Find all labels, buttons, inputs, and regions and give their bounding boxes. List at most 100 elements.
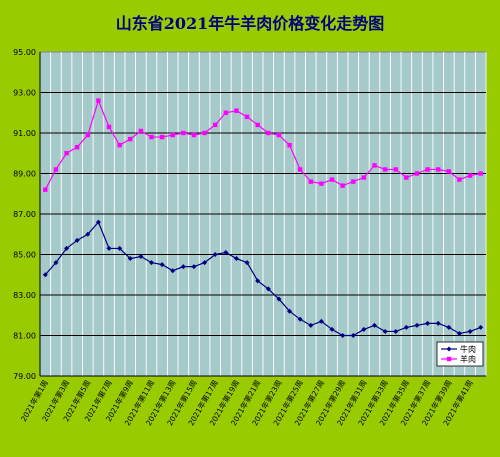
data-point-mutton bbox=[159, 134, 165, 140]
y-tick-label: 85.00 bbox=[13, 251, 36, 260]
data-point-mutton bbox=[425, 167, 430, 172]
data-point-mutton bbox=[149, 134, 154, 140]
data-point-mutton bbox=[170, 132, 175, 138]
data-point-beef bbox=[42, 272, 48, 278]
y-tick-label: 95.00 bbox=[13, 48, 36, 57]
data-point-beef bbox=[244, 260, 250, 266]
data-point-mutton bbox=[266, 130, 271, 136]
data-point-beef bbox=[350, 333, 356, 338]
data-point-mutton bbox=[467, 173, 473, 178]
data-point-mutton bbox=[478, 171, 483, 176]
data-point-beef bbox=[382, 328, 388, 334]
data-point-mutton bbox=[117, 142, 122, 148]
legend-label-beef: 牛肉 bbox=[460, 344, 476, 354]
y-tick-label: 89.00 bbox=[13, 170, 36, 179]
data-point-mutton bbox=[457, 177, 462, 182]
data-point-mutton bbox=[308, 179, 313, 184]
data-point-mutton bbox=[64, 151, 69, 156]
series-mutton bbox=[43, 98, 483, 192]
data-point-beef bbox=[170, 268, 176, 274]
data-point-beef bbox=[308, 322, 314, 328]
data-point-mutton bbox=[255, 122, 260, 128]
y-tick-label: 83.00 bbox=[13, 291, 36, 300]
data-point-beef bbox=[159, 262, 165, 268]
data-point-beef bbox=[467, 328, 473, 334]
data-point-mutton bbox=[446, 169, 452, 174]
data-point-mutton bbox=[276, 132, 282, 138]
data-point-beef bbox=[223, 249, 229, 255]
data-point-mutton bbox=[351, 179, 356, 184]
data-point-mutton bbox=[329, 177, 335, 182]
x-axis-ticks: 2021年第1周2021年第3周2021年第5周2021年第7周2021年第9周… bbox=[18, 378, 475, 427]
data-point-mutton bbox=[393, 167, 398, 172]
data-point-beef bbox=[265, 286, 271, 292]
data-point-beef bbox=[318, 318, 324, 324]
data-point-beef bbox=[393, 328, 399, 334]
legend-marker-beef bbox=[446, 346, 452, 352]
data-point-beef bbox=[149, 260, 154, 266]
y-tick-label: 81.00 bbox=[13, 332, 36, 341]
data-point-mutton bbox=[106, 124, 112, 130]
data-point-mutton bbox=[85, 132, 90, 138]
data-point-mutton bbox=[287, 142, 292, 148]
data-point-mutton bbox=[181, 130, 186, 136]
data-point-beef bbox=[191, 264, 197, 270]
data-point-beef bbox=[446, 324, 452, 330]
y-tick-label: 79.00 bbox=[13, 372, 36, 381]
data-point-mutton bbox=[404, 175, 409, 180]
data-point-beef bbox=[329, 326, 335, 332]
data-point-beef bbox=[297, 316, 303, 322]
legend-marker-mutton bbox=[446, 356, 452, 362]
data-point-mutton bbox=[372, 163, 377, 168]
data-point-mutton bbox=[138, 128, 144, 134]
y-tick-label: 91.00 bbox=[13, 129, 36, 138]
data-point-beef bbox=[233, 256, 239, 262]
data-point-beef bbox=[64, 245, 70, 251]
data-point-beef bbox=[414, 322, 420, 328]
data-point-beef bbox=[202, 260, 208, 266]
legend-label-mutton: 羊肉 bbox=[460, 354, 476, 364]
series bbox=[42, 98, 484, 338]
data-point-beef bbox=[340, 333, 346, 338]
data-point-beef bbox=[403, 324, 409, 330]
grid-lines bbox=[39, 52, 487, 376]
data-point-mutton bbox=[436, 167, 441, 172]
data-point-beef bbox=[74, 237, 80, 243]
series-beef bbox=[42, 219, 484, 338]
data-point-beef bbox=[106, 245, 112, 251]
data-point-mutton bbox=[96, 98, 101, 103]
data-point-beef bbox=[212, 252, 218, 257]
data-point-beef bbox=[478, 324, 484, 330]
data-point-mutton bbox=[202, 130, 207, 136]
data-point-mutton bbox=[213, 122, 218, 128]
data-point-mutton bbox=[234, 108, 239, 113]
axes bbox=[39, 52, 486, 377]
data-point-beef bbox=[287, 308, 293, 314]
data-point-beef bbox=[117, 245, 123, 251]
y-tick-label: 87.00 bbox=[13, 210, 36, 219]
data-point-mutton bbox=[319, 181, 324, 186]
data-point-beef bbox=[180, 264, 186, 270]
chart-title: 山东省2021年牛羊肉价格变化走势图 bbox=[115, 14, 385, 33]
data-point-beef bbox=[255, 278, 261, 284]
data-point-mutton bbox=[191, 132, 197, 138]
y-axis-ticks: 79.00 81.00 83.00 85.00 87.00 89.00 91.00 93.00… bbox=[13, 48, 36, 381]
data-point-mutton bbox=[43, 187, 48, 192]
data-point-mutton bbox=[340, 183, 345, 188]
data-point-beef bbox=[85, 231, 91, 237]
data-point-beef bbox=[276, 296, 282, 302]
legend-box bbox=[436, 341, 484, 367]
data-point-beef bbox=[456, 330, 462, 336]
data-point-mutton bbox=[297, 167, 303, 172]
data-point-beef bbox=[372, 322, 377, 328]
y-tick-label: 93.00 bbox=[13, 89, 36, 98]
data-point-mutton bbox=[414, 171, 420, 176]
data-point-beef bbox=[53, 260, 59, 266]
data-point-mutton bbox=[128, 136, 133, 142]
data-point-mutton bbox=[382, 167, 388, 172]
data-point-beef bbox=[435, 320, 441, 326]
data-point-mutton bbox=[244, 114, 250, 119]
data-point-beef bbox=[127, 256, 133, 262]
